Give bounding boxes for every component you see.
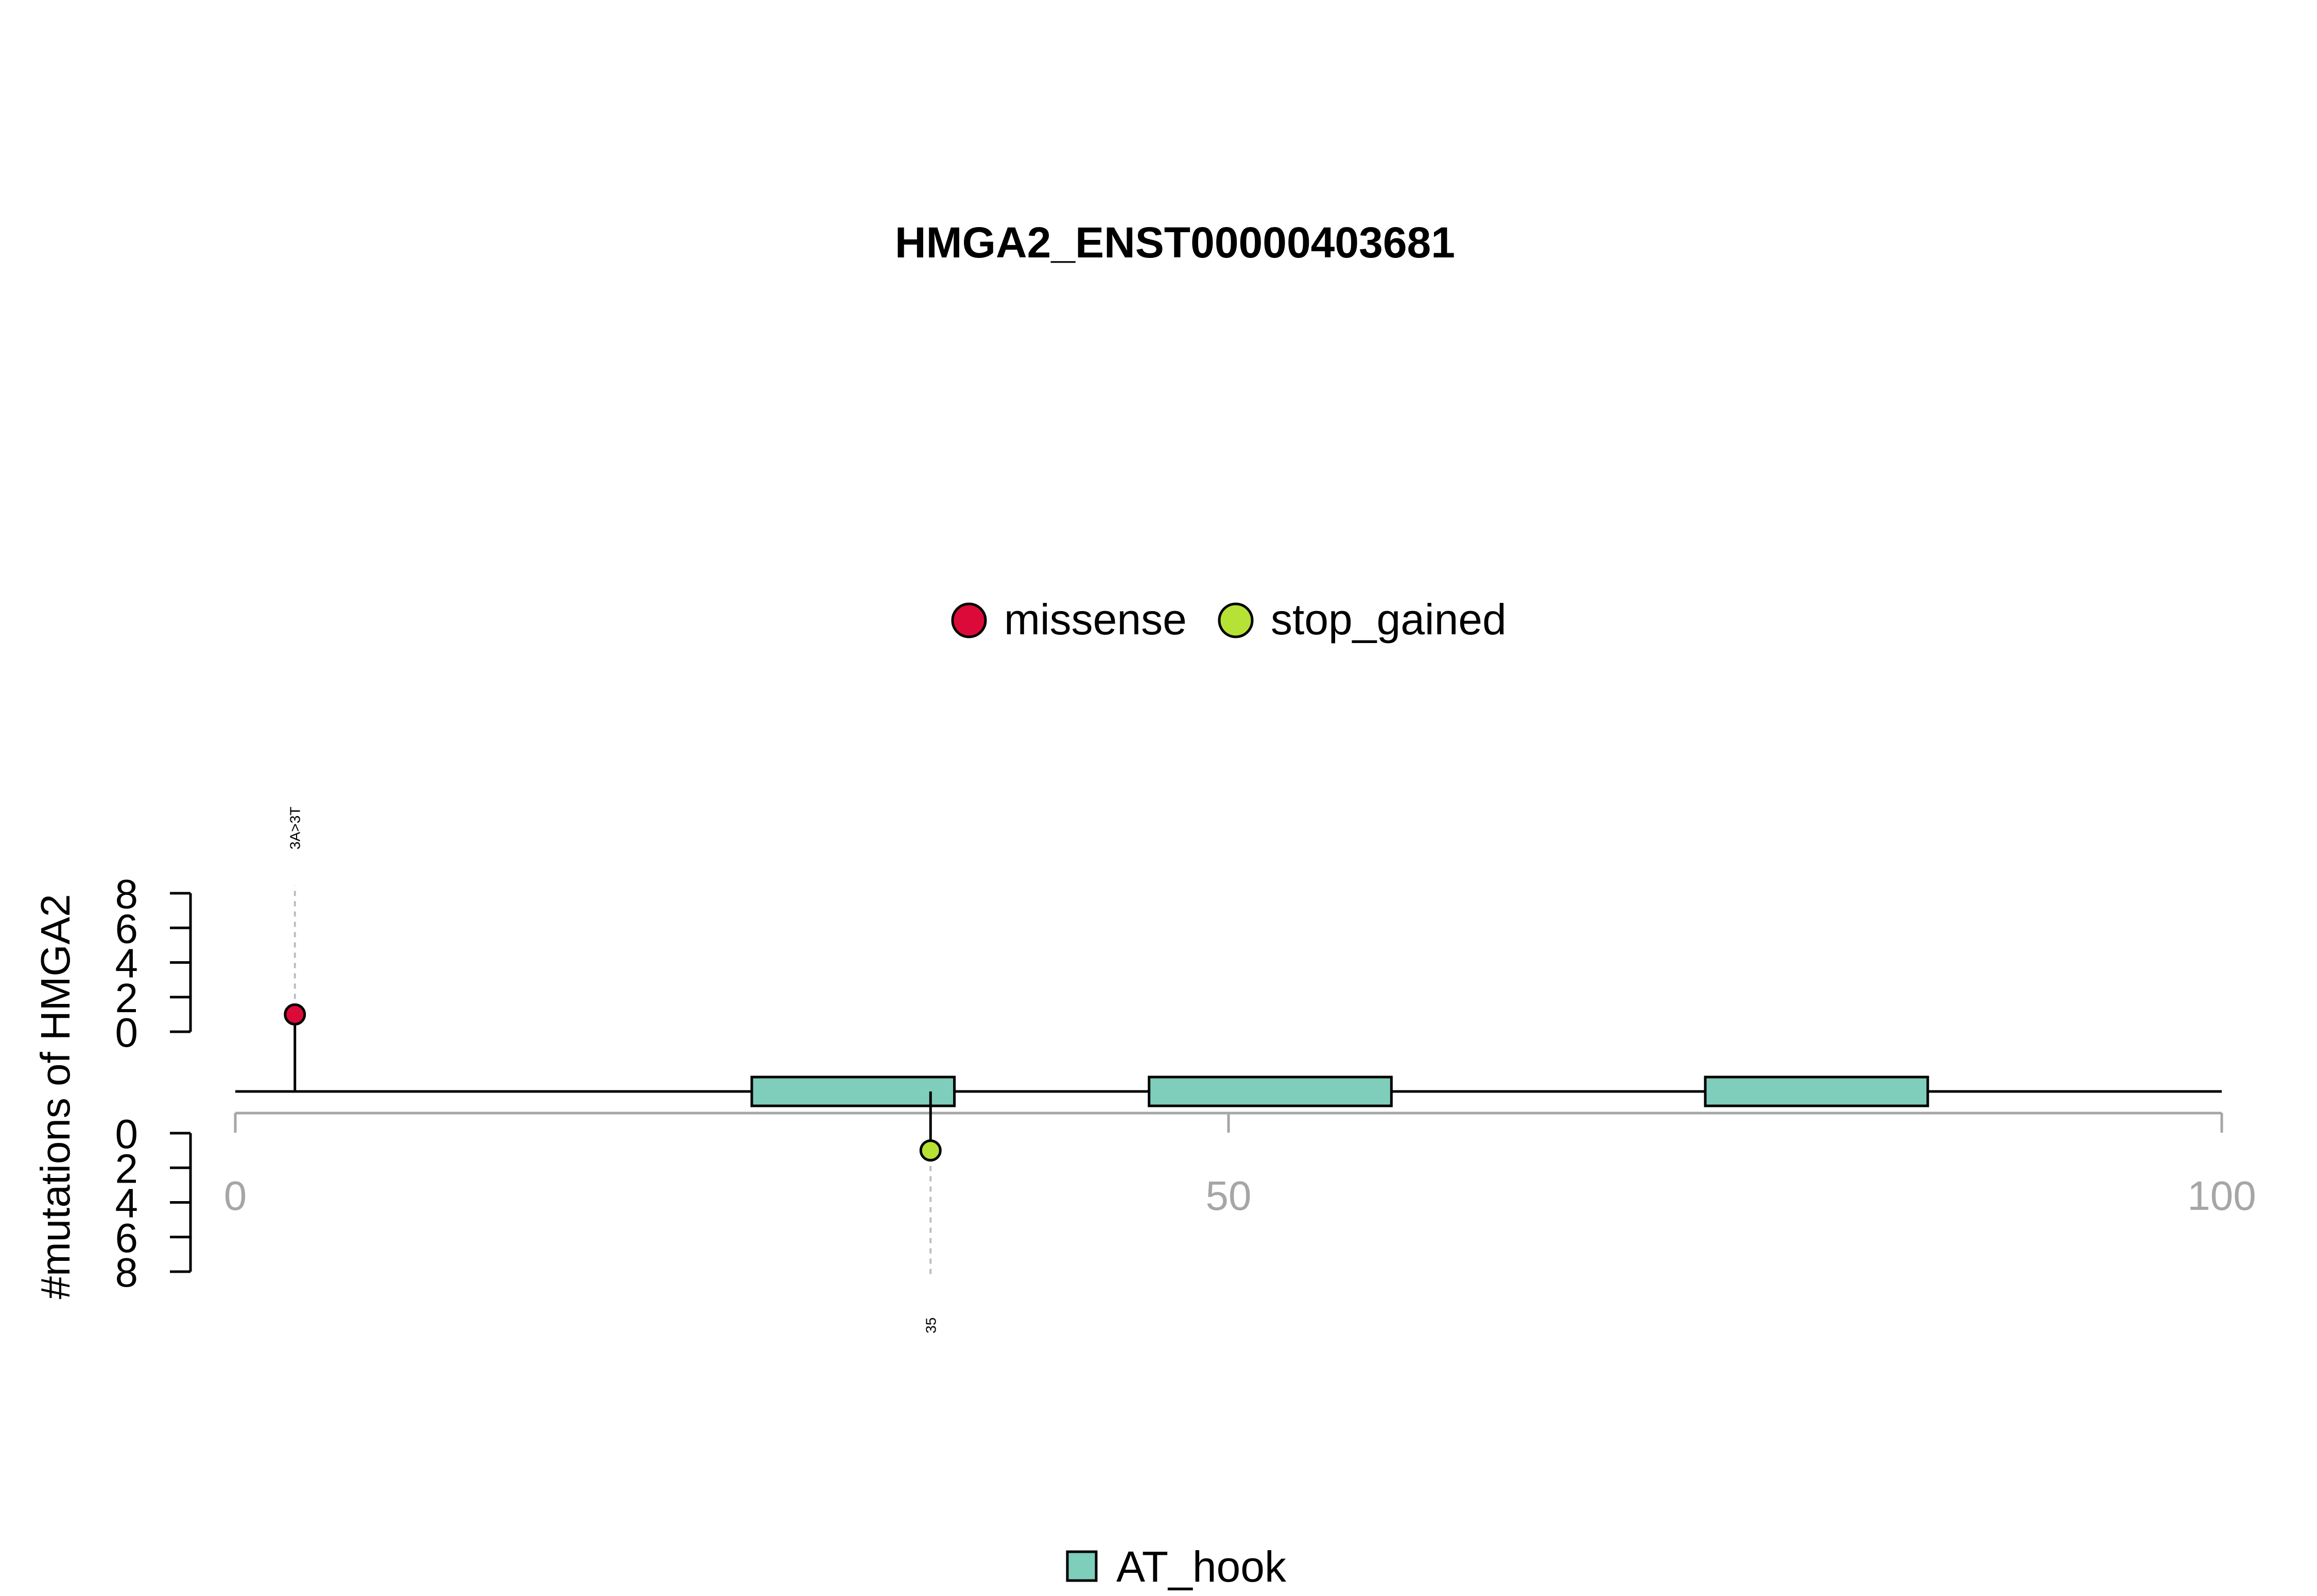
y-tick-top-label: 0	[115, 1010, 139, 1055]
mutations: 3A>3T 35	[284, 807, 942, 1333]
x-ticks: 0 50 100	[224, 1113, 2256, 1219]
y-tick-top-label: 4	[115, 941, 139, 986]
legend-missense-label: missense	[1004, 595, 1187, 644]
y-tick-top-label: 2	[115, 975, 139, 1021]
mutation-legend: missense stop_gained	[951, 595, 1507, 644]
legend-missense-marker	[951, 602, 987, 638]
domain-at-hook	[1704, 1075, 1929, 1107]
domain-at-hook	[750, 1075, 956, 1107]
domain-at-hook	[1148, 1075, 1393, 1107]
mutation-label: 3A>3T	[287, 807, 303, 849]
y-tick-bottom-label: 4	[115, 1181, 139, 1226]
mutation-point-missense	[284, 1003, 306, 1026]
mutation-label: 35	[923, 1317, 939, 1333]
legend-at-hook-label: AT_hook	[1116, 1542, 1287, 1591]
y-tick-bottom-label: 0	[115, 1111, 139, 1157]
legend-at-hook-swatch	[1066, 1550, 1098, 1582]
y-tick-bottom-label: 6	[115, 1215, 139, 1261]
y-axis-label: #mutations of HMGA2	[32, 894, 78, 1299]
mutation-point-stop-gained	[919, 1139, 942, 1162]
legend-stop-gained-label: stop_gained	[1271, 595, 1507, 644]
x-tick-label: 0	[224, 1173, 247, 1219]
x-tick-label: 100	[2187, 1173, 2256, 1219]
legend-stop-gained-marker	[1218, 602, 1254, 638]
y-tick-bottom-label: 2	[115, 1146, 139, 1191]
domain-legend: AT_hook	[1066, 1542, 1287, 1591]
y-tick-top-label: 6	[115, 906, 139, 951]
y-tick-bottom-label: 8	[115, 1250, 139, 1295]
x-axis: 0 50 100	[224, 1112, 2256, 1219]
y-tick-top-label: 8	[115, 871, 139, 917]
domains	[750, 1075, 1929, 1107]
x-tick-label: 50	[1206, 1173, 1252, 1219]
chart-title: HMGA2_ENST00000403681	[895, 218, 1455, 267]
